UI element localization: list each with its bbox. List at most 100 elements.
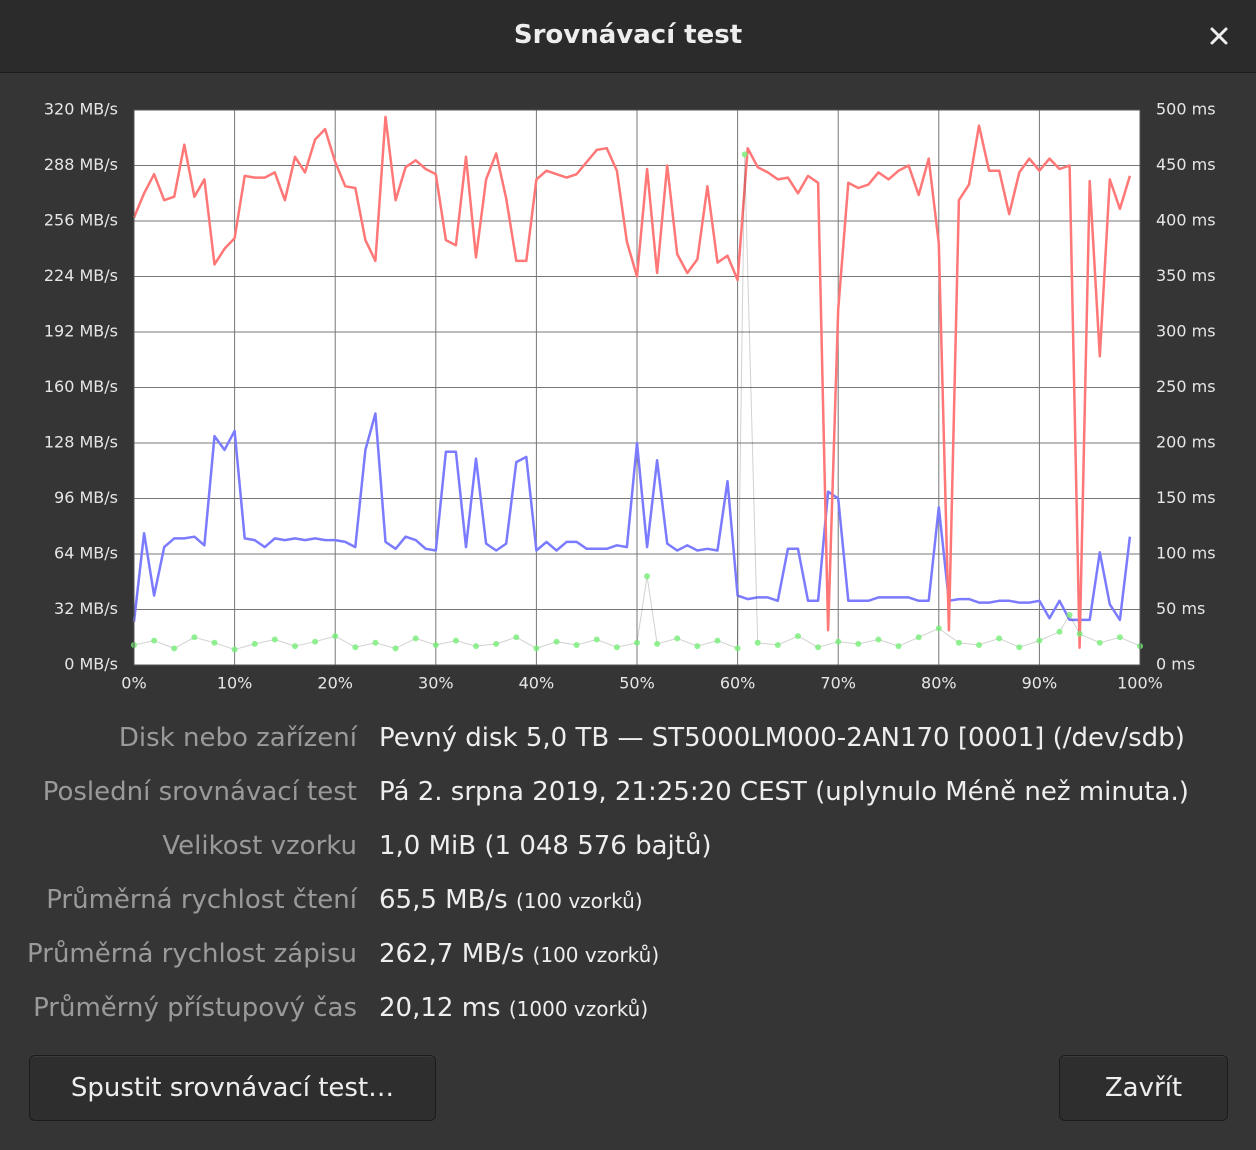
close-dialog-button[interactable]: Zavřít bbox=[1059, 1055, 1228, 1121]
point bbox=[741, 151, 748, 158]
point bbox=[513, 634, 520, 641]
info-row: Disk nebo zařízení Pevný disk 5,0 TB — ST… bbox=[0, 723, 1256, 763]
point bbox=[291, 643, 298, 650]
line bbox=[132, 412, 1132, 622]
y-tick-label: 288 MB/s bbox=[44, 155, 118, 174]
point bbox=[935, 625, 942, 632]
info-row: Průměrná rychlost zápisu 262,7 MB/s (100 … bbox=[0, 939, 1256, 979]
y2-tick-label: 100 ms bbox=[1156, 544, 1216, 563]
y2-tick-label: 200 ms bbox=[1156, 433, 1216, 452]
x-tick-label: 40% bbox=[519, 674, 555, 693]
y2-tick-label: 350 ms bbox=[1156, 266, 1216, 285]
point bbox=[1096, 639, 1103, 646]
point bbox=[593, 636, 600, 643]
info-value: 262,7 MB/s (100 vzorků) bbox=[379, 939, 660, 969]
y2-tick-label: 500 ms bbox=[1156, 100, 1216, 119]
x-tick-label: 100% bbox=[1117, 674, 1163, 693]
point bbox=[493, 640, 500, 647]
x-tick-label: 10% bbox=[217, 674, 253, 693]
y-tick-label: 192 MB/s bbox=[44, 322, 118, 341]
info-note: (100 vzorků) bbox=[516, 889, 643, 913]
point bbox=[895, 643, 902, 650]
title-bar: Srovnávací test bbox=[0, 0, 1256, 73]
x-tick-label: 30% bbox=[418, 674, 454, 693]
info-label: Průměrná rychlost zápisu bbox=[27, 939, 357, 969]
point bbox=[352, 644, 359, 651]
y2-tick-label: 400 ms bbox=[1156, 211, 1216, 230]
point bbox=[473, 643, 480, 650]
window-title: Srovnávací test bbox=[513, 20, 743, 50]
x-tick-label: 70% bbox=[820, 674, 856, 693]
info-label: Průměrný přístupový čas bbox=[33, 993, 357, 1023]
info-value: Pevný disk 5,0 TB — ST5000LM000-2AN170 [… bbox=[379, 723, 1185, 753]
y-tick-label: 128 MB/s bbox=[44, 433, 118, 452]
point bbox=[1076, 630, 1083, 637]
info-value: Pá 2. srpna 2019, 21:25:20 CEST (uplynul… bbox=[379, 777, 1189, 807]
info-row: Poslední srovnávací test Pá 2. srpna 2019… bbox=[0, 777, 1256, 817]
y-tick-label: 0 MB/s bbox=[64, 655, 118, 674]
point bbox=[533, 645, 540, 652]
plot-border bbox=[133, 109, 1141, 666]
x-tick-label: 20% bbox=[317, 674, 353, 693]
point bbox=[855, 640, 862, 647]
y-tick-label: 64 MB/s bbox=[54, 544, 118, 563]
point bbox=[191, 634, 198, 641]
y-tick-label: 32 MB/s bbox=[54, 599, 118, 618]
y-tick-label: 256 MB/s bbox=[44, 211, 118, 230]
y2-tick-label: 150 ms bbox=[1156, 488, 1216, 507]
point bbox=[976, 642, 983, 649]
point bbox=[1056, 628, 1063, 635]
info-label: Průměrná rychlost čtení bbox=[46, 885, 357, 915]
point bbox=[271, 636, 278, 643]
point bbox=[794, 633, 801, 640]
info-value: 20,12 ms (1000 vzorků) bbox=[379, 993, 649, 1023]
y2-tick-label: 0 ms bbox=[1156, 655, 1195, 674]
info-label: Velikost vzorku bbox=[162, 831, 357, 861]
y-tick-label: 224 MB/s bbox=[44, 266, 118, 285]
point bbox=[332, 633, 339, 640]
point bbox=[372, 639, 379, 646]
y2-tick-label: 50 ms bbox=[1156, 599, 1205, 618]
info-note: (1000 vzorků) bbox=[508, 997, 649, 1021]
point bbox=[1066, 612, 1073, 619]
point bbox=[714, 637, 721, 644]
x-tick-label: 80% bbox=[921, 674, 957, 693]
point bbox=[613, 644, 620, 651]
point bbox=[432, 642, 439, 649]
x-tick-label: 60% bbox=[720, 674, 756, 693]
chart: 0% 10% 20% 30% 40% 50% 60% 70% 80% 90% 100% 0 MB/s 3… bbox=[44, 100, 1216, 693]
y2-tick-label: 300 ms bbox=[1156, 322, 1216, 341]
info-value: 65,5 MB/s (100 vzorků) bbox=[379, 885, 643, 915]
x-tick-label: 0% bbox=[121, 674, 146, 693]
point bbox=[674, 635, 681, 642]
point bbox=[452, 637, 459, 644]
point bbox=[251, 640, 258, 647]
info-label: Disk nebo zařízení bbox=[118, 723, 357, 753]
point bbox=[171, 645, 178, 652]
point bbox=[915, 634, 922, 641]
point bbox=[1036, 637, 1043, 644]
point bbox=[815, 644, 822, 651]
y2-tick-label: 250 ms bbox=[1156, 377, 1216, 396]
y-tick-label: 320 MB/s bbox=[44, 100, 118, 119]
info-row: Velikost vzorku 1,0 MiB (1 048 576 bajtů) bbox=[0, 831, 1256, 871]
point bbox=[694, 643, 701, 650]
point bbox=[553, 638, 560, 645]
info-row: Průměrný přístupový čas 20,12 ms (1000 vz… bbox=[0, 993, 1256, 1033]
point bbox=[955, 639, 962, 646]
info-label: Poslední srovnávací test bbox=[42, 777, 357, 807]
x-tick-label: 50% bbox=[619, 674, 655, 693]
start-button[interactable]: Spustit srovnávací test… bbox=[29, 1055, 436, 1121]
point bbox=[392, 645, 399, 652]
point bbox=[573, 642, 580, 649]
point bbox=[312, 638, 319, 645]
point bbox=[996, 635, 1003, 642]
y-tick-label: 160 MB/s bbox=[44, 377, 118, 396]
y2-tick-label: 450 ms bbox=[1156, 155, 1216, 174]
close-button[interactable] bbox=[1207, 24, 1231, 48]
point bbox=[211, 639, 218, 646]
point bbox=[634, 639, 640, 646]
point bbox=[151, 637, 158, 644]
point bbox=[835, 638, 842, 645]
